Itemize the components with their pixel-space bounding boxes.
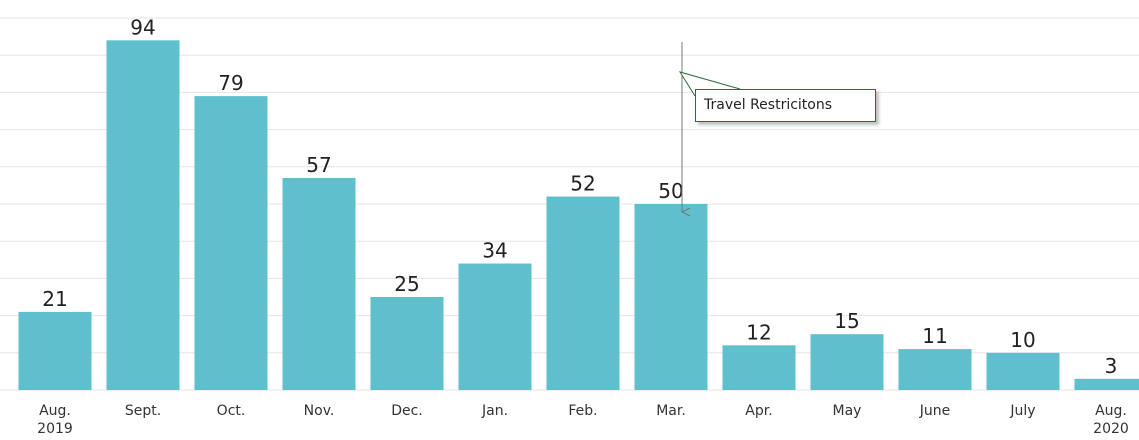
bar: [370, 297, 444, 390]
value-label: 12: [746, 320, 771, 344]
value-label: 21: [42, 287, 67, 311]
x-tick-label: Nov.: [303, 403, 335, 419]
value-label: 25: [394, 272, 419, 296]
x-tick-label: Oct.: [216, 403, 246, 419]
value-label: 15: [834, 309, 859, 333]
bar: [282, 177, 356, 390]
x-tick-label: Apr.: [745, 403, 773, 419]
bar: [722, 345, 796, 390]
value-label: 52: [570, 172, 595, 196]
bar: [18, 311, 92, 390]
bar: [986, 352, 1060, 390]
value-label: 10: [1010, 328, 1035, 352]
value-label: 3: [1105, 354, 1118, 378]
x-tick-label: June: [919, 403, 951, 419]
x-tick-label: May: [832, 403, 862, 419]
value-label: 34: [482, 239, 507, 263]
x-tick-label: Aug. 2020: [1093, 403, 1129, 437]
value-label: 57: [306, 153, 331, 177]
value-label: 11: [922, 324, 947, 348]
x-tick-label: Feb.: [568, 403, 598, 419]
bar: [546, 196, 620, 390]
bar: [898, 349, 972, 390]
bar: [194, 96, 268, 391]
x-tick-label: July: [1010, 403, 1036, 419]
bar: [810, 334, 884, 390]
annotation: Travel Restricitons: [695, 89, 876, 122]
bar: [458, 263, 532, 390]
x-tick-label: Sept.: [124, 403, 162, 419]
value-label: 50: [658, 179, 683, 203]
value-label: 79: [218, 71, 243, 95]
x-tick-label: Aug. 2019: [37, 403, 73, 437]
bar: [1074, 378, 1139, 390]
x-tick-label: Jan.: [481, 403, 509, 419]
x-tick-label: Mar.: [656, 403, 686, 419]
value-label: 94: [130, 15, 155, 39]
x-tick-label: Dec.: [391, 403, 423, 419]
bar: [634, 204, 708, 390]
bar: [106, 40, 180, 390]
